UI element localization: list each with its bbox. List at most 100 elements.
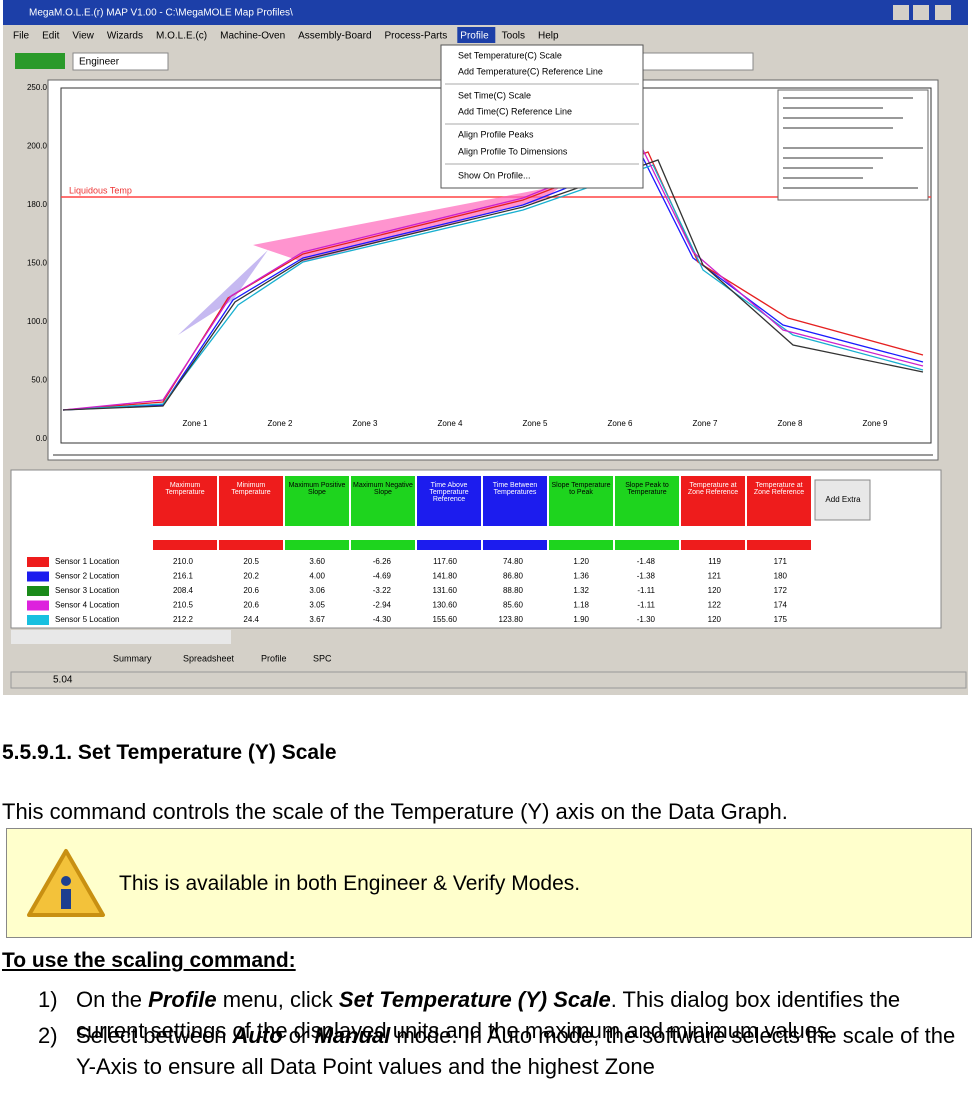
menu-item[interactable]: View [72,31,94,42]
heading: 5.5.9.1. Set Temperature (Y) Scale [2,741,337,764]
sensor-swatch [27,586,49,596]
minimize[interactable] [893,5,909,20]
column-header [615,476,679,526]
mode: Engineer [79,57,120,68]
column-header [681,476,745,526]
zone-label: Zone 1 [183,419,208,428]
cell: 210.0 [173,557,194,566]
column-header-text: Maximum Negative Slope [353,482,413,496]
criteria-cell [417,540,481,550]
cell: 216.1 [173,572,194,581]
menu-item[interactable]: Profile [460,31,489,42]
step-part: or [282,1023,315,1048]
menu-item[interactable]: Assembly-Board [298,31,371,42]
column-header [417,476,481,526]
y-axis-label: 250.0 [27,83,48,92]
y-axis-label: 0.0 [36,434,48,443]
criteria-cell [153,540,217,550]
menu-item[interactable]: File [13,31,30,42]
criteria-cell [351,540,415,550]
column-header-box: Maximum Positive Slope [289,482,346,496]
curves [62,149,924,411]
profile-menu-item[interactable]: Show On Profile... [458,170,531,180]
cell: 1.32 [573,586,589,595]
profile-menu-item[interactable]: Set Time(C) Scale [458,90,531,100]
add-extra: Add Extra [825,495,861,504]
view-tab[interactable]: SPC [313,653,332,663]
column-header-text: Slope Peak to Temperature [625,482,669,496]
sensor-swatch [27,600,49,611]
menu-item[interactable]: Help [538,31,559,42]
profile-menu-item[interactable]: Add Time(C) Reference Line [458,106,572,116]
zone-label: Zone 9 [863,419,888,428]
cell: 172 [774,586,788,595]
menu-item[interactable]: Tools [502,31,525,42]
column-header [549,476,613,526]
maximize[interactable] [913,5,929,20]
cell: 208.4 [173,586,194,595]
column-header-text: Slope Temperature to Peak [551,482,611,496]
column-header [285,476,349,526]
menu-item[interactable]: M.O.L.E.(c) [156,31,207,42]
cell: 120 [708,615,722,624]
view-tab[interactable]: Summary [113,653,152,663]
window-title: MegaM.O.L.E.(r) MAP V1.00 - C:\MegaMOLE … [29,8,293,19]
cell: 212.2 [173,615,194,624]
view-tab[interactable]: Profile [261,653,287,663]
close[interactable] [935,5,951,20]
cell: -1.11 [637,601,655,610]
note-text: This is available in both Engineer & Ver… [119,872,581,895]
zone-label: Zone 6 [608,419,633,428]
view-tab[interactable]: Spreadsheet [183,653,235,663]
cell: 155.60 [433,615,458,624]
column-header-box: Slope Temperature to Peak [551,482,611,496]
profile-menu-item[interactable]: Align Profile To Dimensions [458,146,568,156]
step-number: 2) [38,1023,58,1048]
cell: -2.94 [373,601,392,610]
profile-menu-item[interactable]: Align Profile Peaks [458,129,534,139]
cell: 74.80 [503,557,524,566]
cell: 24.4 [243,615,259,624]
column-header [483,476,547,526]
add-extra-button[interactable] [814,479,871,521]
step-part: menu, click [216,987,339,1012]
menu-item[interactable]: Process-Parts [385,31,448,42]
column-header-text: Temperature at Zone Reference [753,482,805,496]
y-axis-label: 50.0 [31,376,47,385]
toolbar-button[interactable] [15,53,65,69]
step-number: 1) [38,987,58,1012]
column-header [747,476,811,526]
sensor-swatch [27,615,49,625]
y-axis-label: 150.0 [27,259,48,268]
menu-item[interactable]: Machine-Oven [220,31,285,42]
step-part: Select between [76,1023,233,1048]
cell: 85.60 [503,601,524,610]
menu-item[interactable]: Wizards [107,31,143,42]
zone-label: Zone 2 [268,419,293,428]
column-header-text: Maximum Temperature [165,482,205,496]
criteria-cell [747,540,811,550]
cell: 180 [774,572,788,581]
cell: 210.5 [173,601,194,610]
column-header-text: Time Between Temperatures [492,482,538,496]
menu-item[interactable]: Edit [42,31,59,42]
cell: -6.26 [373,557,392,566]
sensor-name: Sensor 1 Location [55,557,120,566]
reference-label: Liquidous Temp [69,185,132,195]
cell: 3.06 [309,586,325,595]
cell: -4.69 [373,572,392,581]
sensor-name: Sensor 2 Location [55,572,120,581]
column-header-box: Temperature at Zone Reference [688,482,738,496]
sensor-name: Sensor 4 Location [55,601,120,610]
mode-select[interactable] [72,52,169,71]
cell: 3.60 [309,557,325,566]
cell: 3.05 [309,601,325,610]
profile-menu-item[interactable]: Set Temperature(C) Scale [458,50,562,60]
column-header-box: Temperature at Zone Reference [753,482,805,496]
emphasis: Auto [232,1023,283,1048]
column-header [219,476,283,526]
profile-menu-item[interactable]: Add Temperature(C) Reference Line [458,66,603,76]
cell: -1.30 [637,615,656,624]
sensor-name: Sensor 5 Location [55,615,120,624]
zone-label: Zone 3 [353,419,378,428]
